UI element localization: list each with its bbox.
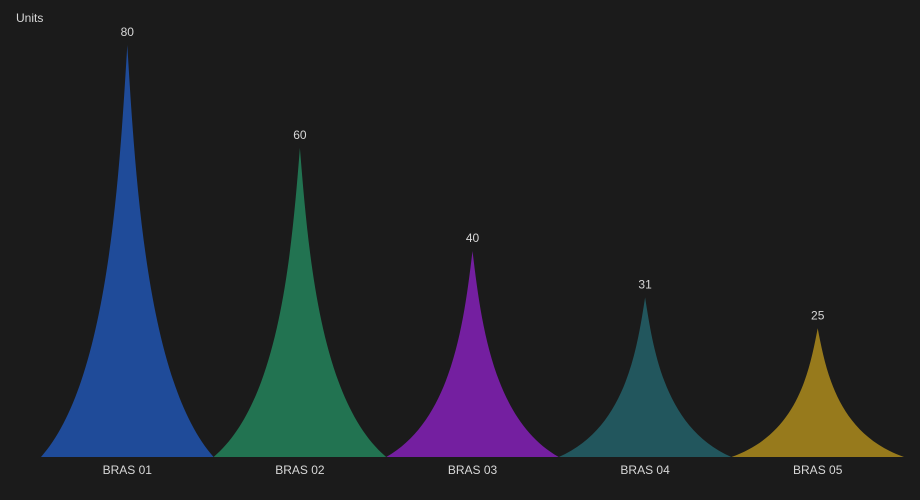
y-axis-unit-label: Units [16, 11, 44, 25]
bar-5[interactable] [731, 328, 904, 457]
value-label-5: 25 [811, 308, 825, 322]
category-label-1: BRAS 01 [103, 463, 153, 477]
value-label-3: 40 [466, 231, 480, 245]
value-label-4: 31 [638, 277, 652, 291]
bar-3[interactable] [386, 251, 559, 457]
category-label-2: BRAS 02 [275, 463, 325, 477]
labels-layer: 80 BRAS 01 60 BRAS 02 40 BRAS 03 31 BRAS 04 25 BR… [103, 25, 843, 477]
category-label-5: BRAS 05 [793, 463, 843, 477]
bar-4[interactable] [558, 297, 732, 457]
bar-1[interactable] [41, 45, 214, 457]
bars-layer [41, 45, 904, 457]
category-label-3: BRAS 03 [448, 463, 498, 477]
value-label-1: 80 [121, 25, 135, 39]
bar-2[interactable] [213, 148, 387, 457]
category-label-4: BRAS 04 [620, 463, 670, 477]
value-label-2: 60 [293, 128, 307, 142]
